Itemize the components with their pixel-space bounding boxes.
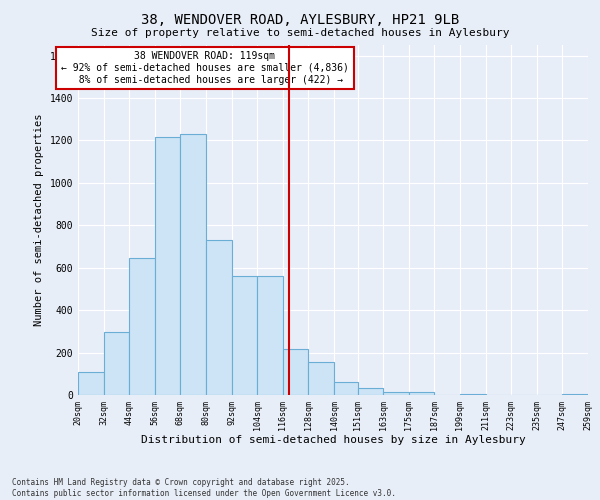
Bar	[308, 362, 334, 395]
Text: 38 WENDOVER ROAD: 119sqm
← 92% of semi-detached houses are smaller (4,836)
  8% : 38 WENDOVER ROAD: 119sqm ← 92% of semi-d…	[61, 52, 349, 84]
X-axis label: Distribution of semi-detached houses by size in Aylesbury: Distribution of semi-detached houses by …	[140, 436, 526, 446]
Bar	[409, 392, 434, 395]
Bar	[562, 394, 588, 395]
Bar	[358, 388, 383, 395]
Text: 38, WENDOVER ROAD, AYLESBURY, HP21 9LB: 38, WENDOVER ROAD, AYLESBURY, HP21 9LB	[141, 12, 459, 26]
Bar	[78, 372, 104, 395]
Bar	[206, 240, 232, 395]
Bar	[283, 350, 308, 395]
Bar	[257, 276, 283, 395]
Bar	[383, 392, 409, 395]
Bar	[104, 332, 129, 395]
Bar	[181, 134, 206, 395]
Bar	[460, 394, 485, 395]
Bar	[129, 258, 155, 395]
Text: Size of property relative to semi-detached houses in Aylesbury: Size of property relative to semi-detach…	[91, 28, 509, 38]
Text: Contains HM Land Registry data © Crown copyright and database right 2025.
Contai: Contains HM Land Registry data © Crown c…	[12, 478, 396, 498]
Bar	[155, 138, 181, 395]
Bar	[334, 382, 358, 395]
Bar	[232, 276, 257, 395]
Y-axis label: Number of semi-detached properties: Number of semi-detached properties	[34, 114, 44, 326]
